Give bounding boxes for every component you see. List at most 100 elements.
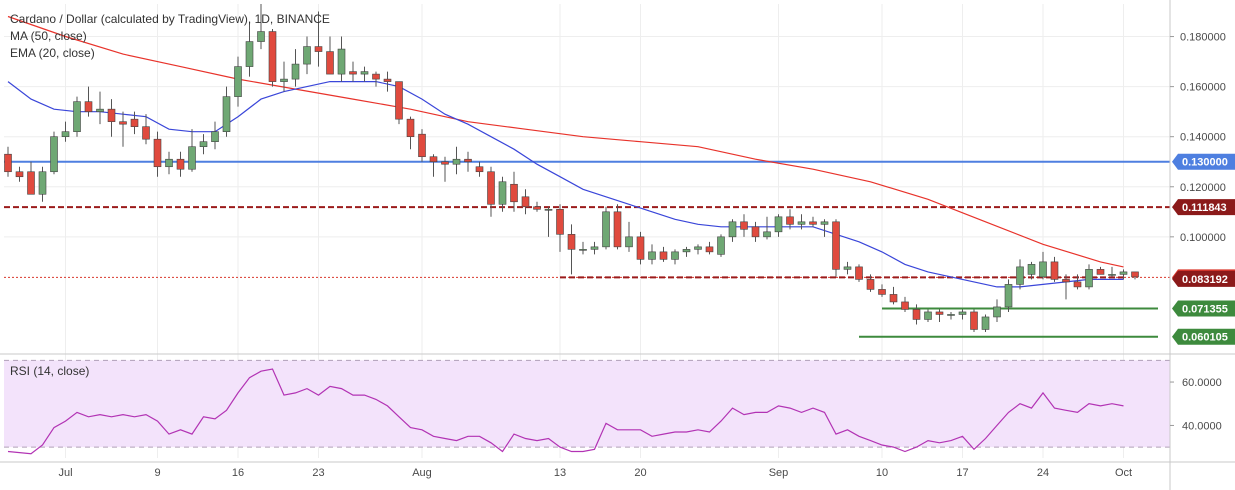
date-tick-label: 23 bbox=[312, 467, 324, 479]
price-tick-label: 0.140000 bbox=[1180, 132, 1226, 144]
date-tick-label: 17 bbox=[956, 467, 968, 479]
candle-up bbox=[280, 78, 288, 82]
candle-up bbox=[50, 136, 58, 173]
candle-up bbox=[763, 231, 771, 238]
price-tag-label: 0.130000 bbox=[1182, 157, 1228, 169]
candle-down bbox=[889, 294, 898, 303]
candle-down bbox=[1062, 279, 1070, 283]
candle-down bbox=[383, 78, 392, 82]
candle-up bbox=[165, 158, 173, 168]
candle-up bbox=[694, 246, 702, 250]
candle-down bbox=[1131, 271, 1139, 278]
candle-down bbox=[1073, 281, 1082, 288]
candle-down bbox=[636, 236, 645, 260]
price-tag-label: 0.111843 bbox=[1182, 202, 1227, 214]
candle-up bbox=[579, 249, 587, 251]
candle-down bbox=[487, 171, 495, 205]
candle-down bbox=[314, 46, 323, 52]
candle-down bbox=[153, 138, 162, 168]
candle-down bbox=[372, 73, 380, 80]
price-tag-box bbox=[1172, 328, 1235, 345]
candle-down bbox=[809, 221, 817, 225]
candle-up bbox=[981, 316, 990, 330]
price-tag-label: 0.060105 bbox=[1182, 332, 1228, 344]
candle-up bbox=[1016, 266, 1024, 285]
candle-up bbox=[211, 131, 219, 142]
candle-up bbox=[1027, 264, 1036, 275]
candle-up bbox=[1108, 274, 1116, 276]
candle-down bbox=[510, 183, 518, 203]
candle-down bbox=[1096, 269, 1105, 275]
candle-up bbox=[452, 158, 461, 165]
candle-down bbox=[912, 309, 921, 320]
price-tag-box bbox=[1172, 153, 1235, 170]
candle-down bbox=[705, 246, 714, 253]
price-tag-label: 0.071355 bbox=[1182, 304, 1228, 316]
candle-up bbox=[73, 101, 81, 132]
candles bbox=[4, 4, 1139, 332]
candle-down bbox=[751, 226, 760, 238]
candle-down bbox=[429, 156, 438, 163]
candle-down bbox=[464, 158, 472, 163]
candle-down bbox=[441, 161, 449, 165]
candle-down bbox=[832, 221, 840, 270]
date-tick-label: Jul bbox=[58, 467, 72, 479]
candle-up bbox=[337, 48, 346, 75]
price-tick-label: 0.100000 bbox=[1180, 232, 1226, 244]
candle-down bbox=[901, 301, 909, 310]
candle-up bbox=[728, 221, 737, 238]
rsi-line bbox=[7, 368, 1124, 455]
candle-up bbox=[303, 46, 311, 65]
candle-down bbox=[349, 71, 357, 75]
date-tick-label: Oct bbox=[1115, 467, 1132, 479]
candle-down bbox=[970, 311, 978, 330]
candle-down bbox=[740, 221, 748, 230]
candle-up bbox=[1085, 269, 1093, 288]
candle-down bbox=[659, 251, 668, 260]
ma-50-line bbox=[7, 15, 1124, 268]
candle-down bbox=[521, 196, 530, 208]
price-tag-label: 0.083192 bbox=[1182, 274, 1228, 286]
rsi-tick-label: 60.0000 bbox=[1182, 377, 1222, 389]
date-tick-label: 13 bbox=[554, 467, 566, 479]
candle-up bbox=[291, 63, 300, 80]
price-tag-box bbox=[1172, 270, 1235, 287]
candle-down bbox=[786, 216, 794, 225]
price-tick-label: 0.120000 bbox=[1180, 182, 1226, 194]
candle-down bbox=[406, 118, 415, 137]
candle-up bbox=[199, 141, 208, 148]
candle-up bbox=[774, 216, 783, 233]
candle-up bbox=[544, 208, 553, 211]
candle-down bbox=[475, 166, 484, 173]
rsi-legend: RSI (14, close) bbox=[10, 364, 90, 378]
candle-up bbox=[797, 221, 806, 225]
moving-average-lines bbox=[7, 15, 1124, 288]
date-tick-label: 16 bbox=[232, 467, 244, 479]
candle-up bbox=[625, 236, 633, 248]
candle-up bbox=[222, 96, 231, 132]
candle-up bbox=[843, 266, 852, 270]
candle-down bbox=[142, 126, 150, 140]
horizontal-levels bbox=[4, 160, 1170, 338]
candle-down bbox=[15, 171, 24, 178]
candle-up bbox=[820, 221, 829, 225]
candle-down bbox=[176, 158, 185, 170]
candle-down bbox=[1050, 261, 1059, 280]
candle-up bbox=[360, 71, 369, 75]
ema-20-line bbox=[7, 80, 1124, 288]
candle-up bbox=[498, 181, 507, 205]
candle-up bbox=[61, 131, 70, 137]
candle-up bbox=[245, 41, 254, 67]
candle-up bbox=[648, 251, 656, 260]
candle-up bbox=[1119, 271, 1128, 275]
candle-down bbox=[855, 266, 863, 280]
ma-legend: MA (50, close) bbox=[10, 29, 87, 43]
candle-down bbox=[130, 118, 139, 127]
chart-title: Cardano / Dollar (calculated by TradingV… bbox=[10, 12, 330, 26]
date-tick-label: 10 bbox=[876, 467, 888, 479]
date-tick-label: 24 bbox=[1037, 467, 1049, 479]
candle-up bbox=[96, 108, 104, 112]
candle-up bbox=[257, 31, 265, 42]
